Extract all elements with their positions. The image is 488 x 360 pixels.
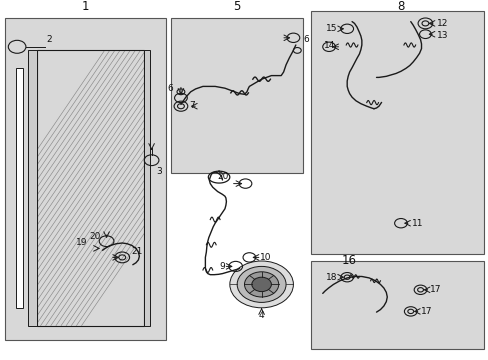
Bar — [16, 68, 23, 308]
Text: 18: 18 — [325, 273, 337, 282]
Text: 15: 15 — [325, 23, 337, 32]
Text: 11: 11 — [411, 219, 423, 228]
Circle shape — [251, 277, 271, 292]
Bar — [5, 18, 166, 340]
Bar — [310, 261, 483, 349]
Bar — [28, 50, 37, 326]
Text: 21: 21 — [131, 247, 142, 256]
Bar — [310, 11, 483, 254]
Circle shape — [229, 261, 293, 308]
Text: 9: 9 — [219, 262, 224, 271]
Text: 17: 17 — [429, 285, 441, 294]
Text: 2: 2 — [46, 35, 52, 44]
Text: 6: 6 — [167, 84, 173, 93]
Text: 17: 17 — [420, 307, 431, 316]
Circle shape — [237, 266, 285, 302]
Text: 8: 8 — [396, 0, 404, 13]
Text: 5: 5 — [233, 0, 241, 13]
Text: 20: 20 — [217, 172, 228, 181]
Text: 6: 6 — [303, 35, 308, 44]
Bar — [171, 18, 303, 173]
Text: 3: 3 — [156, 167, 162, 176]
Text: 4: 4 — [258, 311, 264, 320]
Text: 12: 12 — [436, 19, 447, 28]
Text: 14: 14 — [323, 41, 334, 50]
Text: 20: 20 — [89, 232, 100, 241]
Text: 16: 16 — [342, 255, 356, 267]
Text: 7: 7 — [189, 100, 195, 109]
Bar — [144, 50, 149, 326]
Text: 1: 1 — [81, 0, 89, 13]
Text: 10: 10 — [260, 253, 271, 262]
Circle shape — [244, 272, 278, 297]
Text: 13: 13 — [436, 31, 447, 40]
Text: 19: 19 — [75, 238, 87, 247]
Bar — [37, 50, 144, 326]
